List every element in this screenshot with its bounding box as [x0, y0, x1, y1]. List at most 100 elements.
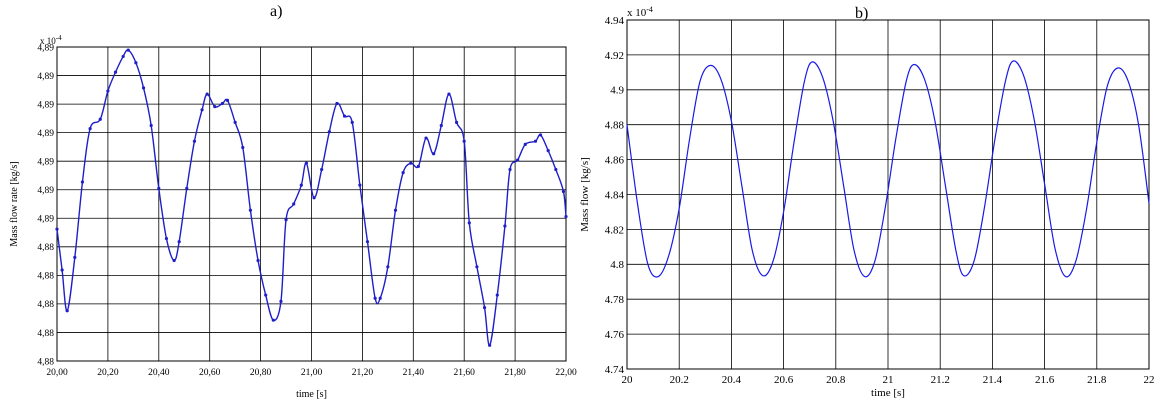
data-point: [378, 296, 382, 300]
y-tick-label: 4,89: [37, 186, 54, 196]
data-point: [503, 224, 507, 228]
y-tick-label: 4.92: [605, 50, 624, 62]
data-point: [475, 265, 479, 269]
data-point: [213, 105, 217, 109]
x-tick-label: 20.4: [722, 374, 742, 386]
data-point: [256, 258, 260, 263]
data-point: [157, 186, 161, 190]
data-point: [439, 123, 443, 128]
data-point: [121, 54, 125, 59]
data-point: [233, 120, 237, 124]
data-point: [141, 86, 146, 90]
data-point: [564, 214, 568, 219]
x-tick-label: 20,00: [46, 368, 68, 378]
y-tick-label: 4.76: [605, 329, 625, 341]
series-line: [626, 60, 1150, 278]
chart-b-svg: 20 20.2 20.4 20.6 20.8 21 21.2 21.4 21.6 21.8 22 4.…: [579, 5, 1155, 399]
data-point: [409, 161, 413, 165]
data-point: [271, 318, 275, 322]
x-tick-label: 21,20: [352, 368, 374, 378]
y-tick-label: 4.82: [605, 224, 624, 236]
x-tick-label: 20.2: [670, 374, 689, 386]
data-point: [516, 158, 520, 162]
data-point: [320, 167, 324, 172]
data-point: [393, 208, 398, 212]
data-point: [401, 171, 405, 175]
x-tick-label: 20.8: [826, 374, 846, 386]
data-point: [335, 101, 339, 106]
y-tick-label: 4.78: [605, 294, 625, 306]
data-point: [106, 89, 110, 93]
y-tick-label: 4,88: [37, 300, 54, 310]
y-tick-label: 4.9: [610, 85, 624, 97]
data-point: [454, 120, 459, 124]
data-point: [447, 92, 451, 96]
data-point: [467, 221, 471, 225]
y-tick-label: 4,88: [37, 329, 54, 339]
y-tick-label: 4,88: [37, 243, 54, 253]
x-axis-label: time [s]: [296, 389, 327, 400]
x-tick-label: 22,00: [555, 368, 577, 378]
data-point: [113, 70, 118, 74]
x-tick-label: 21: [883, 374, 894, 386]
data-point: [73, 255, 77, 259]
series-line: [56, 49, 567, 347]
data-point: [177, 240, 181, 244]
data-point: [126, 48, 130, 52]
data-point: [134, 61, 138, 65]
x-tick-label: 21,60: [454, 368, 476, 378]
data-point: [508, 167, 512, 172]
plot-frame: [56, 46, 567, 362]
data-point: [279, 299, 283, 303]
y-tick-label: 4,89: [37, 158, 54, 168]
data-point: [192, 139, 197, 143]
data-point: [225, 98, 230, 102]
data-point: [495, 293, 499, 297]
data-point: [432, 152, 436, 156]
data-point: [149, 123, 153, 128]
x-tick-label: 21.4: [983, 374, 1003, 386]
x-tick-label: 20,40: [148, 368, 170, 378]
data-point: [264, 293, 268, 297]
y-tick-label: 4,88: [37, 357, 54, 367]
chart-a-svg: 20,00 20,20 20,40 20,60 20,80 21,00 21,20 21,40…: [9, 34, 577, 400]
data-point: [60, 268, 64, 272]
data-point: [488, 343, 492, 347]
x-tick-label: 21,40: [403, 368, 425, 378]
data-point: [284, 218, 288, 222]
data-point: [292, 202, 296, 206]
data-point: [424, 136, 428, 140]
y-tick-label: 4,89: [37, 72, 54, 82]
x-axis-label: time [s]: [871, 387, 905, 399]
data-point: [88, 127, 92, 131]
chart-panel-b: b) 20 20.2 20.4 20.6 20.8 21 21.2 21.4 21.6 21.8 2…: [579, 0, 1162, 410]
data-point: [538, 133, 543, 137]
data-point: [164, 236, 169, 241]
y-tick-label: 4.86: [605, 154, 625, 166]
data-point: [327, 130, 331, 134]
data-point: [185, 186, 189, 190]
y-tick-label: 4.8: [610, 259, 624, 271]
x-tick-label: 20,20: [97, 368, 119, 378]
data-point: [350, 120, 354, 124]
data-point: [554, 167, 558, 172]
y-axis-label: Mass flow rate [kg/s]: [9, 161, 20, 246]
chart-panel-a: a) 20,00 20,20 20,40 20,60 20,80 21,00 21,20 21…: [0, 0, 580, 410]
y-tick-label: 4,89: [37, 215, 54, 225]
x-tick-label: 20: [622, 374, 634, 386]
y-tick-label: 4,89: [37, 100, 54, 110]
data-point: [55, 227, 59, 231]
data-point: [220, 101, 225, 106]
data-point: [373, 296, 377, 300]
data-point: [358, 183, 362, 187]
data-point: [386, 265, 390, 269]
data-point: [205, 92, 209, 96]
data-point: [299, 183, 303, 187]
y-tick-label: 4.88: [605, 120, 625, 132]
x-tick-label: 20,60: [199, 368, 221, 378]
x-tick-label: 21.2: [931, 374, 950, 386]
data-point: [561, 189, 566, 194]
x-tick-label: 22: [1144, 374, 1155, 386]
data-point: [65, 309, 69, 313]
data-point: [462, 139, 466, 143]
